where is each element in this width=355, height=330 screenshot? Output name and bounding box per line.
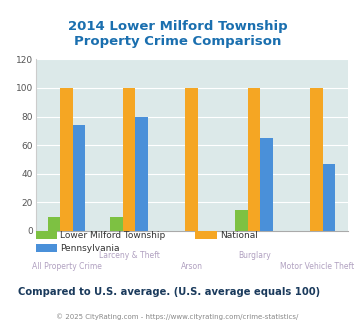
Bar xyxy=(323,164,335,231)
Text: All Property Crime: All Property Crime xyxy=(32,262,102,272)
Text: Pennsylvania: Pennsylvania xyxy=(60,244,120,253)
Bar xyxy=(123,88,136,231)
Bar xyxy=(110,217,123,231)
Bar xyxy=(261,138,273,231)
Text: © 2025 CityRating.com - https://www.cityrating.com/crime-statistics/: © 2025 CityRating.com - https://www.city… xyxy=(56,314,299,320)
Bar xyxy=(310,88,323,231)
Bar xyxy=(48,217,60,231)
Text: Burglary: Burglary xyxy=(238,251,271,260)
Bar xyxy=(73,125,86,231)
Bar xyxy=(235,210,248,231)
Bar xyxy=(248,88,261,231)
Bar xyxy=(185,88,198,231)
Text: National: National xyxy=(220,231,258,240)
Bar xyxy=(60,88,73,231)
Text: Compared to U.S. average. (U.S. average equals 100): Compared to U.S. average. (U.S. average … xyxy=(18,287,320,297)
Text: Lower Milford Township: Lower Milford Township xyxy=(60,231,165,240)
Bar xyxy=(136,116,148,231)
Text: 2014 Lower Milford Township
Property Crime Comparison: 2014 Lower Milford Township Property Cri… xyxy=(68,20,287,48)
Text: Arson: Arson xyxy=(181,262,203,272)
Text: Motor Vehicle Theft: Motor Vehicle Theft xyxy=(279,262,354,272)
Text: Larceny & Theft: Larceny & Theft xyxy=(99,251,160,260)
